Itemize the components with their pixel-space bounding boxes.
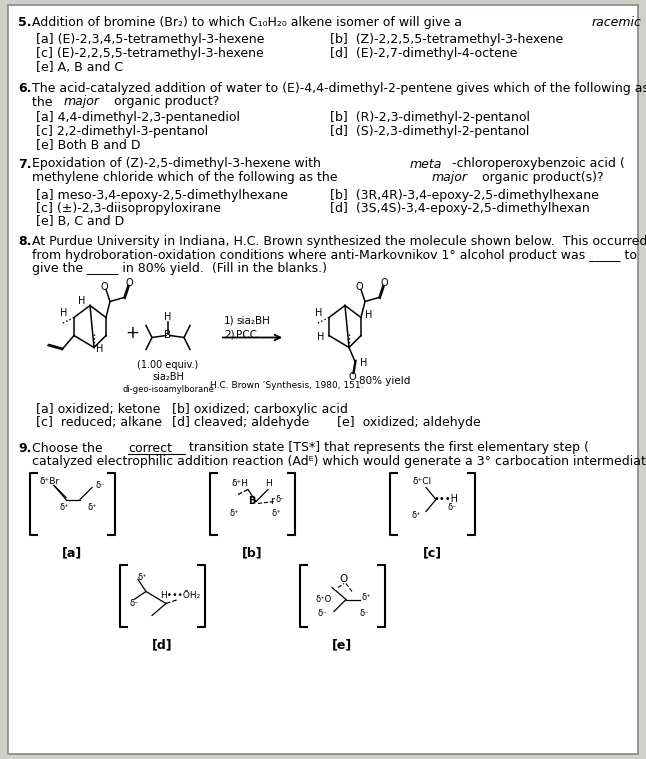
Text: δ⁺H: δ⁺H (231, 479, 249, 488)
Text: [a] meso-3,4-epoxy-2,5-dimethylhexane: [a] meso-3,4-epoxy-2,5-dimethylhexane (36, 188, 288, 201)
Text: [c] (±)-2,3-diisopropyloxirane: [c] (±)-2,3-diisopropyloxirane (36, 202, 221, 215)
Text: H: H (317, 332, 325, 342)
Text: O: O (348, 373, 356, 383)
Text: catalyzed electrophilic addition reaction (Adᴱ) which would generate a 3° carboc: catalyzed electrophilic addition reactio… (32, 455, 646, 468)
Text: [e]  oxidized; aldehyde: [e] oxidized; aldehyde (337, 416, 481, 429)
Text: δ⁺: δ⁺ (361, 593, 371, 602)
Text: δ⁺: δ⁺ (87, 503, 97, 512)
Text: O: O (100, 282, 108, 292)
Text: [b]  (Z)-2,2,5,5-tetramethyl-3-hexene: [b] (Z)-2,2,5,5-tetramethyl-3-hexene (330, 33, 563, 46)
Text: [b] oxidized; carboxylic acid: [b] oxidized; carboxylic acid (172, 402, 348, 415)
Text: 5.: 5. (18, 16, 32, 29)
FancyBboxPatch shape (8, 5, 638, 754)
Text: [d] cleaved; aldehyde: [d] cleaved; aldehyde (172, 416, 309, 429)
Text: r: r (270, 496, 274, 506)
Text: H: H (315, 308, 323, 319)
Text: δ⁻: δ⁻ (317, 609, 327, 618)
Text: organic product?: organic product? (110, 96, 220, 109)
Text: δ⁻: δ⁻ (95, 481, 105, 490)
Text: δ⁺O: δ⁺O (316, 595, 332, 604)
Text: [a] (E)-2,3,4,5-tetramethyl-3-hexene: [a] (E)-2,3,4,5-tetramethyl-3-hexene (36, 33, 264, 46)
Text: δ⁺: δ⁺ (229, 509, 239, 518)
Text: transition state [TS*] that represents the first elementary step (: transition state [TS*] that represents t… (185, 442, 589, 455)
Text: methylene chloride which of the following as the: methylene chloride which of the followin… (32, 171, 342, 184)
Text: [c] (E)-2,2,5,5-tetramethyl-3-hexene: [c] (E)-2,2,5,5-tetramethyl-3-hexene (36, 47, 264, 60)
Text: [a] oxidized; ketone: [a] oxidized; ketone (36, 402, 160, 415)
Text: δ⁻: δ⁻ (359, 609, 369, 618)
Text: 7.: 7. (18, 158, 32, 171)
Text: H: H (164, 313, 172, 323)
Text: H: H (78, 297, 86, 307)
Text: [c]: [c] (422, 546, 442, 559)
Text: -chloroperoxybenzoic acid (: -chloroperoxybenzoic acid ( (452, 158, 625, 171)
Text: Epoxidation of (Z)-2,5-dimethyl-3-hexene with: Epoxidation of (Z)-2,5-dimethyl-3-hexene… (32, 158, 325, 171)
Text: H: H (96, 345, 104, 354)
Text: di-geo-isoamylborane: di-geo-isoamylborane (122, 385, 214, 393)
Text: H•••ŌH₂: H•••ŌH₂ (160, 591, 200, 600)
Text: 9.: 9. (18, 442, 32, 455)
Text: O: O (355, 282, 363, 292)
Text: the: the (32, 96, 56, 109)
Text: correct: correct (129, 442, 172, 455)
Text: [a] 4,4-dimethyl-2,3-pentanediol: [a] 4,4-dimethyl-2,3-pentanediol (36, 111, 240, 124)
Text: sia₂BH: sia₂BH (152, 373, 184, 383)
Text: 2): 2) (224, 329, 234, 339)
Text: H: H (360, 358, 368, 369)
Text: [d]  (3S,4S)-3,4-epoxy-2,5-dimethylhexan: [d] (3S,4S)-3,4-epoxy-2,5-dimethylhexan (330, 202, 590, 215)
Text: H.C. Brown ’Synthesis, 1980, 151.: H.C. Brown ’Synthesis, 1980, 151. (210, 380, 364, 389)
Text: B: B (165, 330, 172, 341)
Text: 1): 1) (224, 316, 234, 326)
Text: racemic: racemic (592, 16, 642, 29)
Text: [a]: [a] (62, 546, 82, 559)
Text: Choose the: Choose the (32, 442, 107, 455)
Text: δ⁻: δ⁻ (129, 599, 139, 608)
Text: +: + (125, 323, 139, 342)
Text: The acid-catalyzed addition of water to (E)-4,4-dimethyl-2-pentene gives which o: The acid-catalyzed addition of water to … (32, 82, 646, 95)
Text: O: O (380, 279, 388, 288)
Text: 8.: 8. (18, 235, 32, 248)
Text: [c]  reduced; alkane: [c] reduced; alkane (36, 416, 162, 429)
Text: δ⁺Br: δ⁺Br (40, 477, 60, 486)
Text: [c] 2,2-dimethyl-3-pentanol: [c] 2,2-dimethyl-3-pentanol (36, 124, 208, 137)
Text: Addition of bromine (Br₂) to which C₁₀H₂₀ alkene isomer of will give a: Addition of bromine (Br₂) to which C₁₀H₂… (32, 16, 466, 29)
Text: [e]: [e] (332, 638, 352, 651)
Text: At Purdue University in Indiana, H.C. Brown synthesized the molecule shown below: At Purdue University in Indiana, H.C. Br… (32, 235, 646, 248)
Text: O: O (340, 575, 348, 584)
Text: H: H (265, 479, 271, 488)
Text: B: B (248, 496, 256, 506)
Text: δ⁺: δ⁺ (137, 573, 147, 582)
Text: [b]  (3R,4R)-3,4-epoxy-2,5-dimethylhexane: [b] (3R,4R)-3,4-epoxy-2,5-dimethylhexane (330, 188, 599, 201)
Text: meta: meta (410, 158, 443, 171)
Text: 6.: 6. (18, 82, 32, 95)
Text: H: H (365, 310, 373, 320)
Text: δ⁺: δ⁺ (412, 511, 421, 520)
Text: from hydroboration-oxidation conditions where anti-Markovnikov 1° alcohol produc: from hydroboration-oxidation conditions … (32, 248, 637, 262)
Text: organic product(s)?: organic product(s)? (478, 171, 603, 184)
Text: PCC: PCC (236, 329, 257, 339)
Text: δ⁻: δ⁻ (275, 495, 285, 504)
Text: (1.00 equiv.): (1.00 equiv.) (138, 361, 198, 370)
Text: δ⁺: δ⁺ (271, 509, 281, 518)
Text: [e] A, B and C: [e] A, B and C (36, 61, 123, 74)
Text: [b]  (R)-2,3-dimethyl-2-pentanol: [b] (R)-2,3-dimethyl-2-pentanol (330, 111, 530, 124)
Text: δ⁺: δ⁺ (59, 503, 69, 512)
Text: major: major (63, 96, 99, 109)
Text: major: major (432, 171, 467, 184)
Text: δ⁻: δ⁻ (447, 503, 457, 512)
Text: [b]: [b] (242, 546, 262, 559)
Text: O: O (125, 279, 133, 288)
Text: give the _____ in 80% yield.  (Fill in the blanks.): give the _____ in 80% yield. (Fill in th… (32, 262, 327, 275)
Text: δ⁺Cl: δ⁺Cl (412, 477, 432, 486)
Text: [e] Both B and D: [e] Both B and D (36, 138, 140, 151)
Text: [e] B, C and D: [e] B, C and D (36, 216, 124, 228)
Text: •••H: •••H (433, 495, 459, 505)
Text: [d]: [d] (152, 638, 172, 651)
Text: H: H (60, 308, 68, 319)
Text: [d]  (S)-2,3-dimethyl-2-pentanol: [d] (S)-2,3-dimethyl-2-pentanol (330, 124, 529, 137)
Text: 80% yield: 80% yield (359, 376, 411, 386)
Text: sia₂BH: sia₂BH (236, 316, 270, 326)
Text: [d]  (E)-2,7-dimethyl-4-octene: [d] (E)-2,7-dimethyl-4-octene (330, 47, 517, 60)
